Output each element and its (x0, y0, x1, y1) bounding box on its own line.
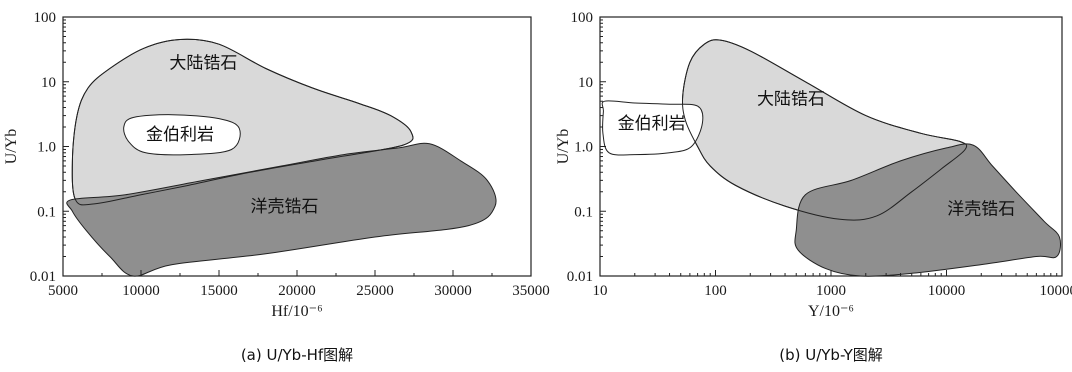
x-tick-label: 20000 (278, 283, 316, 299)
region-dark (66, 142, 497, 277)
y-tick-label: 1.0 (574, 140, 593, 156)
region-dark (794, 143, 1061, 277)
x-axis-label: Hf/10⁻⁶ (271, 303, 322, 320)
y-tick-label: 100 (34, 10, 57, 26)
y-axis-label: U/Yb (3, 129, 20, 165)
x-tick-label: 5000 (48, 283, 78, 299)
region-label: 洋壳锆石 (947, 200, 1015, 220)
region-white (123, 114, 241, 156)
x-tick-label: 1000 (816, 283, 846, 299)
x-tick-label: 10 (593, 283, 608, 299)
x-tick-label: 10000 (122, 283, 160, 299)
region-outline (681, 39, 968, 221)
y-tick-label: 0.1 (37, 204, 56, 220)
x-tick-label: 15000 (200, 283, 238, 299)
region-label: 金伯利岩 (146, 125, 214, 145)
x-tick-label: 10000 (928, 283, 966, 299)
x-tick-label: 25000 (356, 283, 394, 299)
panel-b-plot: 0.01 0.1 1.0 10 100 10 100 1000 10000 100000 大陆锆石金… (555, 10, 1072, 364)
region-label: 大陆锆石 (757, 90, 825, 110)
panel-caption: (b) U/Yb-Y图解 (779, 346, 883, 364)
region-label: 洋壳锆石 (251, 197, 319, 217)
y-tick-label: 10 (578, 75, 593, 91)
region-label: 金伯利岩 (618, 114, 686, 134)
y-tick-label: 0.1 (574, 204, 593, 220)
y-tick-label: 0.01 (30, 269, 56, 285)
panel-caption: (a) U/Yb-Hf图解 (241, 346, 353, 364)
panel-a-plot: 0.01 0.1 1.0 10 100 5000 10000 15000 20000 25000 3… (3, 10, 550, 364)
region-outline (71, 38, 414, 206)
y-tick-label: 0.01 (567, 269, 593, 285)
y-tick-label: 1.0 (37, 140, 56, 156)
x-tick-label: 30000 (434, 283, 472, 299)
region-label: 大陆锆石 (169, 53, 237, 73)
x-tick-label: 100000 (1040, 283, 1072, 299)
y-tick-label: 100 (571, 10, 594, 26)
region-white (601, 100, 704, 156)
y-tick-label: 10 (41, 75, 56, 91)
x-tick-label: 100 (704, 283, 727, 299)
x-axis-label: Y/10⁻⁶ (808, 303, 854, 320)
y-axis-label: U/Yb (555, 129, 572, 165)
x-tick-label: 35000 (512, 283, 550, 299)
